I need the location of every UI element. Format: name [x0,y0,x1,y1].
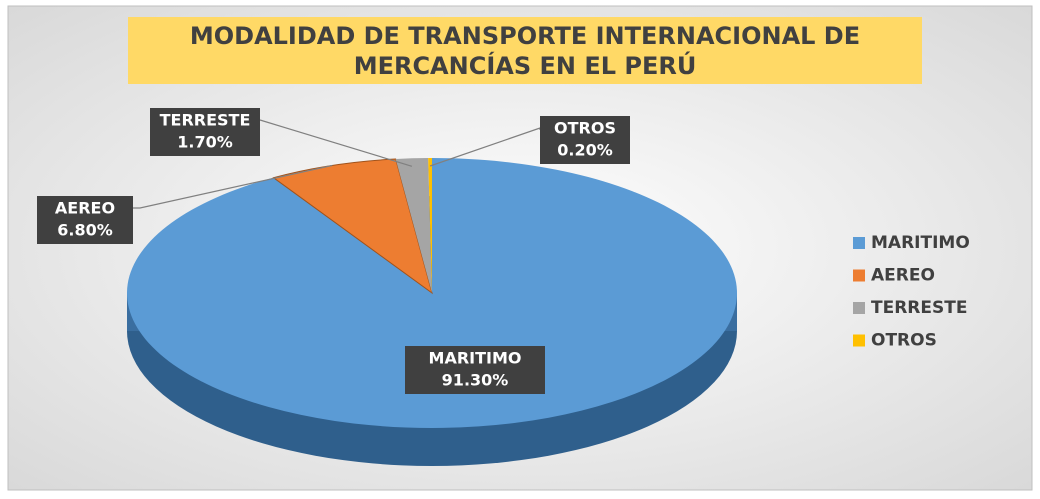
data-label-box [405,346,545,394]
title-container: MODALIDAD DE TRANSPORTE INTERNACIONAL DE… [189,21,861,80]
data-label-box [540,116,630,164]
legend-swatch [853,269,865,282]
pie-slice [428,158,432,293]
legend-swatch [853,237,865,249]
data-label-name: TERRESTE [160,111,251,130]
legend-swatch [853,302,865,314]
legend-label: TERRESTE [871,298,967,318]
data-label-value: 6.80% [57,221,113,240]
leader-line [133,164,333,209]
legend-label: OTROS [871,331,937,351]
legend: MARITIMO AEREO TERRESTE OTROS [853,233,970,351]
legend-label: MARITIMO [871,233,970,253]
title-box [128,17,922,84]
data-label-name: OTROS [554,119,616,138]
legend-label: AEREO [871,266,935,286]
pie [127,158,738,466]
legend-swatch [853,334,865,347]
pie-slice [272,158,433,295]
data-label-box [37,196,133,244]
data-label-value: 91.30% [442,371,509,390]
data-label-value: 1.70% [177,133,233,152]
leader-line [259,119,413,167]
data-label-name: AEREO [55,199,115,218]
data-label-name: MARITIMO [429,349,522,368]
pie-slice [395,158,432,293]
chart-title: MODALIDAD DE TRANSPORTE INTERNACIONAL DE… [189,21,861,80]
data-label-value: 0.20% [557,141,613,160]
data-label-box [150,108,260,156]
